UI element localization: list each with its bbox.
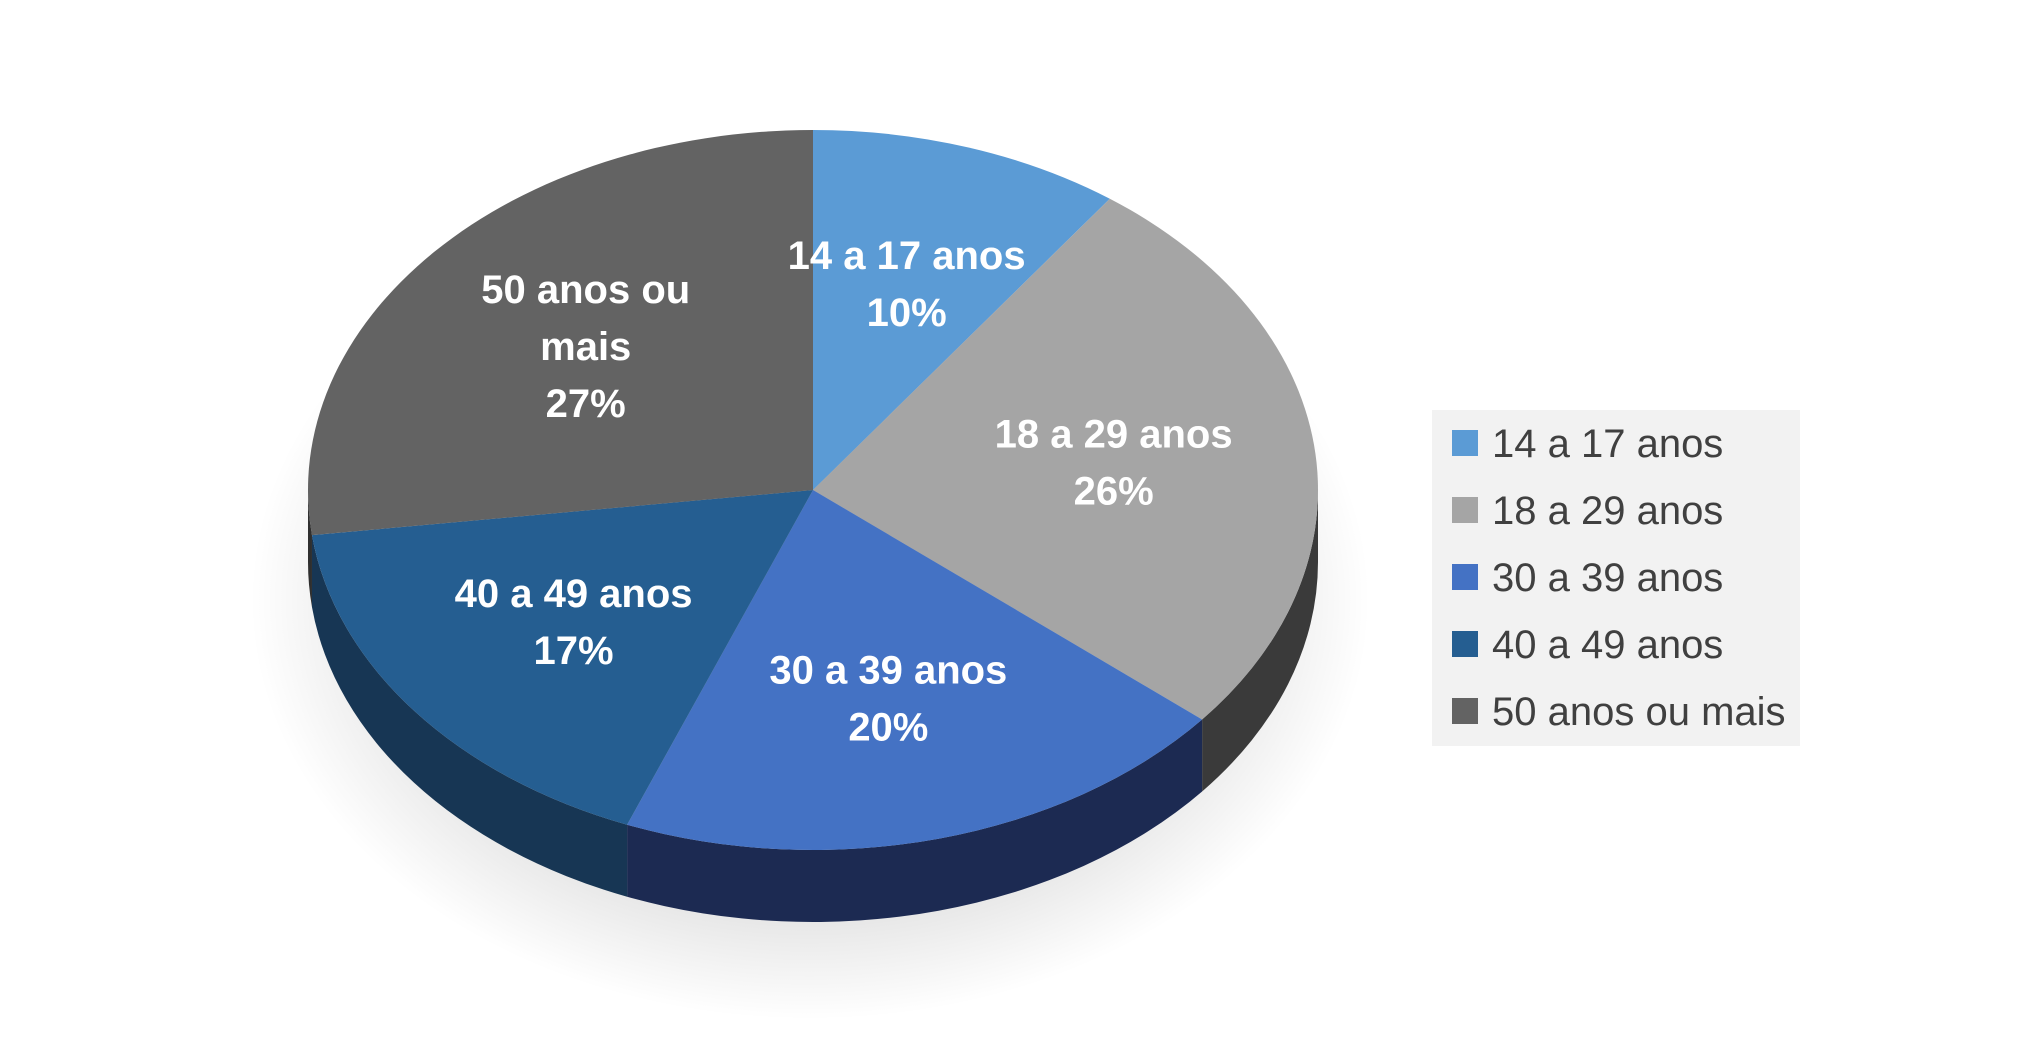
pie-slice-14-a-17-anos <box>813 130 1110 490</box>
legend-background <box>1432 410 1800 746</box>
legend-swatch-14-a-17-anos <box>1452 430 1478 456</box>
data-label-40-a-49-anos: 40 a 49 anos 17% <box>455 572 693 673</box>
legend-entry-40-a-49-anos: 40 a 49 anos <box>1492 623 1723 667</box>
legend-entry-14-a-17-anos: 14 a 17 anos <box>1492 422 1723 466</box>
data-label-18-a-29-anos: 18 a 29 anos 26% <box>995 412 1233 513</box>
data-label-30-a-39-anos: 30 a 39 anos 20% <box>769 649 1007 750</box>
pie-side-18-a-29-anos <box>1202 490 1318 792</box>
legend-entry-18-a-29-anos: 18 a 29 anos <box>1492 489 1723 533</box>
data-label-14-a-17-anos: 14 a 17 anos 10% <box>788 234 1026 335</box>
legend-entry-50-anos-ou-mais: 50 anos ou mais <box>1492 690 1786 734</box>
legend-swatch-30-a-39-anos <box>1452 564 1478 590</box>
pie-slice-30-a-39-anos <box>627 490 1203 850</box>
pie-labels: 14 a 17 anos 10% 18 a 29 anos 26% 30 a 39 an… <box>455 234 1233 750</box>
pie-slice-40-a-49-anos <box>311 490 813 825</box>
legend-swatch-50-anos-ou-mais <box>1452 698 1478 724</box>
legend: 14 a 17 anos 18 a 29 anos 30 a 39 anos 40 a… <box>1432 410 1800 746</box>
data-label-50-anos-ou-mais: 50 anos ou mais 27% <box>481 268 690 426</box>
pie-side-30-a-39-anos <box>627 719 1203 922</box>
legend-entry-30-a-39-anos: 30 a 39 anos <box>1492 556 1723 600</box>
pie-top <box>308 130 1318 850</box>
pie-side-40-a-49-anos <box>311 535 628 897</box>
pie-sides <box>308 490 1318 922</box>
legend-swatch-40-a-49-anos <box>1452 631 1478 657</box>
pie-slice-18-a-29-anos <box>813 198 1318 720</box>
pie-slice-50-anos-ou-mais <box>308 130 813 536</box>
legend-swatch-18-a-29-anos <box>1452 497 1478 523</box>
pie-side-50-anos-ou-mais <box>308 490 312 608</box>
